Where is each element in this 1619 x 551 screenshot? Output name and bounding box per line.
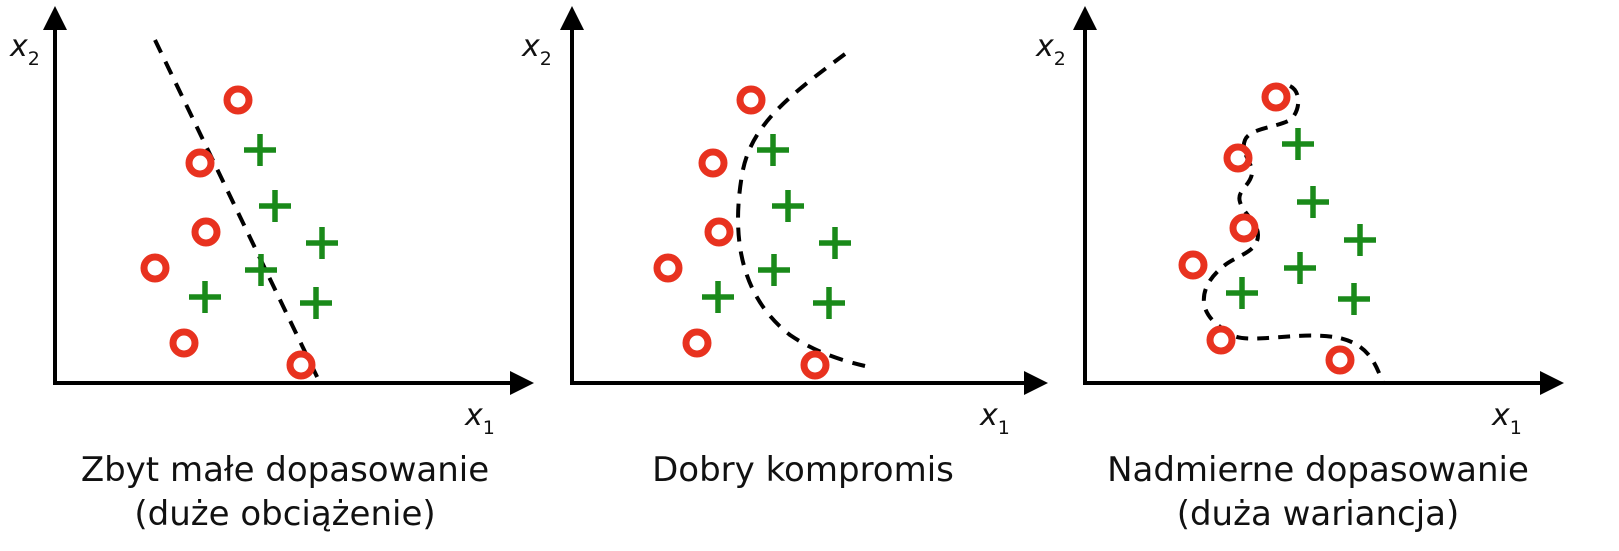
plus-marker [1284, 252, 1316, 284]
axes: x2 x1 [9, 6, 534, 439]
plus-marker [1282, 128, 1314, 160]
y-axis-sub: 2 [540, 48, 552, 70]
circle-marker [682, 328, 712, 358]
plus-marker [1344, 224, 1376, 256]
caption-underfit: Zbyt małe dopasowanie (duże obciążenie) [25, 448, 545, 536]
class-a-points [1178, 82, 1355, 375]
caption-line-2: (duże obciążenie) [134, 494, 436, 534]
class-b-points [702, 134, 851, 319]
panel-overfit: x2 x1 [1035, 6, 1564, 439]
y-axis-var: x [1035, 29, 1054, 64]
plus-marker [772, 190, 804, 222]
circle-marker [169, 328, 199, 358]
circle-marker [1261, 82, 1291, 112]
y-axis-label: x2 [521, 29, 552, 70]
plus-marker [813, 287, 845, 319]
y-axis-arrow-icon [1073, 6, 1097, 30]
y-axis-var: x [9, 29, 28, 64]
y-axis-arrow-icon [43, 6, 67, 30]
plus-marker [245, 254, 277, 286]
circle-marker [1229, 213, 1259, 243]
decision-boundary [736, 52, 866, 368]
caption-overfit: Nadmierne dopasowanie (duża wariancja) [1058, 448, 1578, 536]
x-axis-label: x1 [464, 398, 495, 439]
x-axis-label: x1 [1491, 398, 1522, 439]
circle-marker [1206, 325, 1236, 355]
circle-marker [1223, 143, 1253, 173]
circle-marker [736, 85, 766, 115]
plus-marker [189, 281, 221, 313]
circle-marker [704, 217, 734, 247]
circle-marker [800, 350, 830, 380]
decision-boundary [1201, 84, 1385, 384]
circle-marker [185, 148, 215, 178]
x-axis-sub: 1 [998, 417, 1010, 439]
circle-marker [191, 217, 221, 247]
axes: x2 x1 [1035, 6, 1564, 439]
y-axis-arrow-icon [560, 6, 584, 30]
x-axis-arrow-icon [510, 371, 534, 395]
x-axis-var: x [1491, 398, 1510, 433]
caption-line-1: Dobry kompromis [652, 450, 954, 490]
x-axis-label: x1 [979, 398, 1010, 439]
x-axis-arrow-icon [1024, 371, 1048, 395]
x-axis-arrow-icon [1540, 371, 1564, 395]
plus-marker [244, 134, 276, 166]
caption-line-2: (duża wariancja) [1176, 494, 1460, 534]
y-axis-sub: 2 [28, 48, 40, 70]
plus-marker [300, 287, 332, 319]
circle-marker [1325, 345, 1355, 375]
caption-balanced: Dobry kompromis [543, 448, 1063, 492]
circle-marker [698, 148, 728, 178]
circle-marker [653, 253, 683, 283]
panel-underfit: x2 x1 [9, 6, 534, 439]
class-a-points [140, 85, 316, 380]
plus-marker [1226, 277, 1258, 309]
caption-line-1: Nadmierne dopasowanie [1107, 450, 1529, 490]
plus-marker [702, 281, 734, 313]
plus-marker [758, 254, 790, 286]
y-axis-label: x2 [9, 29, 40, 70]
panel-balanced: x2 x1 [521, 6, 1048, 439]
axes: x2 x1 [521, 6, 1048, 439]
plus-marker [757, 134, 789, 166]
x-axis-var: x [979, 398, 998, 433]
class-a-points [653, 85, 830, 380]
decision-boundary [153, 39, 322, 384]
y-axis-label: x2 [1035, 29, 1066, 70]
class-b-points [189, 134, 338, 319]
x-axis-sub: 1 [483, 417, 495, 439]
y-axis-sub: 2 [1054, 48, 1066, 70]
circle-marker [1178, 250, 1208, 280]
caption-line-1: Zbyt małe dopasowanie [80, 450, 490, 490]
plus-marker [306, 227, 338, 259]
plus-marker [819, 227, 851, 259]
x-axis-var: x [464, 398, 483, 433]
plus-marker [1338, 283, 1370, 315]
y-axis-var: x [521, 29, 540, 64]
circle-marker [223, 85, 253, 115]
plus-marker [259, 190, 291, 222]
plus-marker [1297, 186, 1329, 218]
circle-marker [286, 350, 316, 380]
circle-marker [140, 253, 170, 283]
x-axis-sub: 1 [1510, 417, 1522, 439]
class-b-points [1226, 128, 1376, 315]
